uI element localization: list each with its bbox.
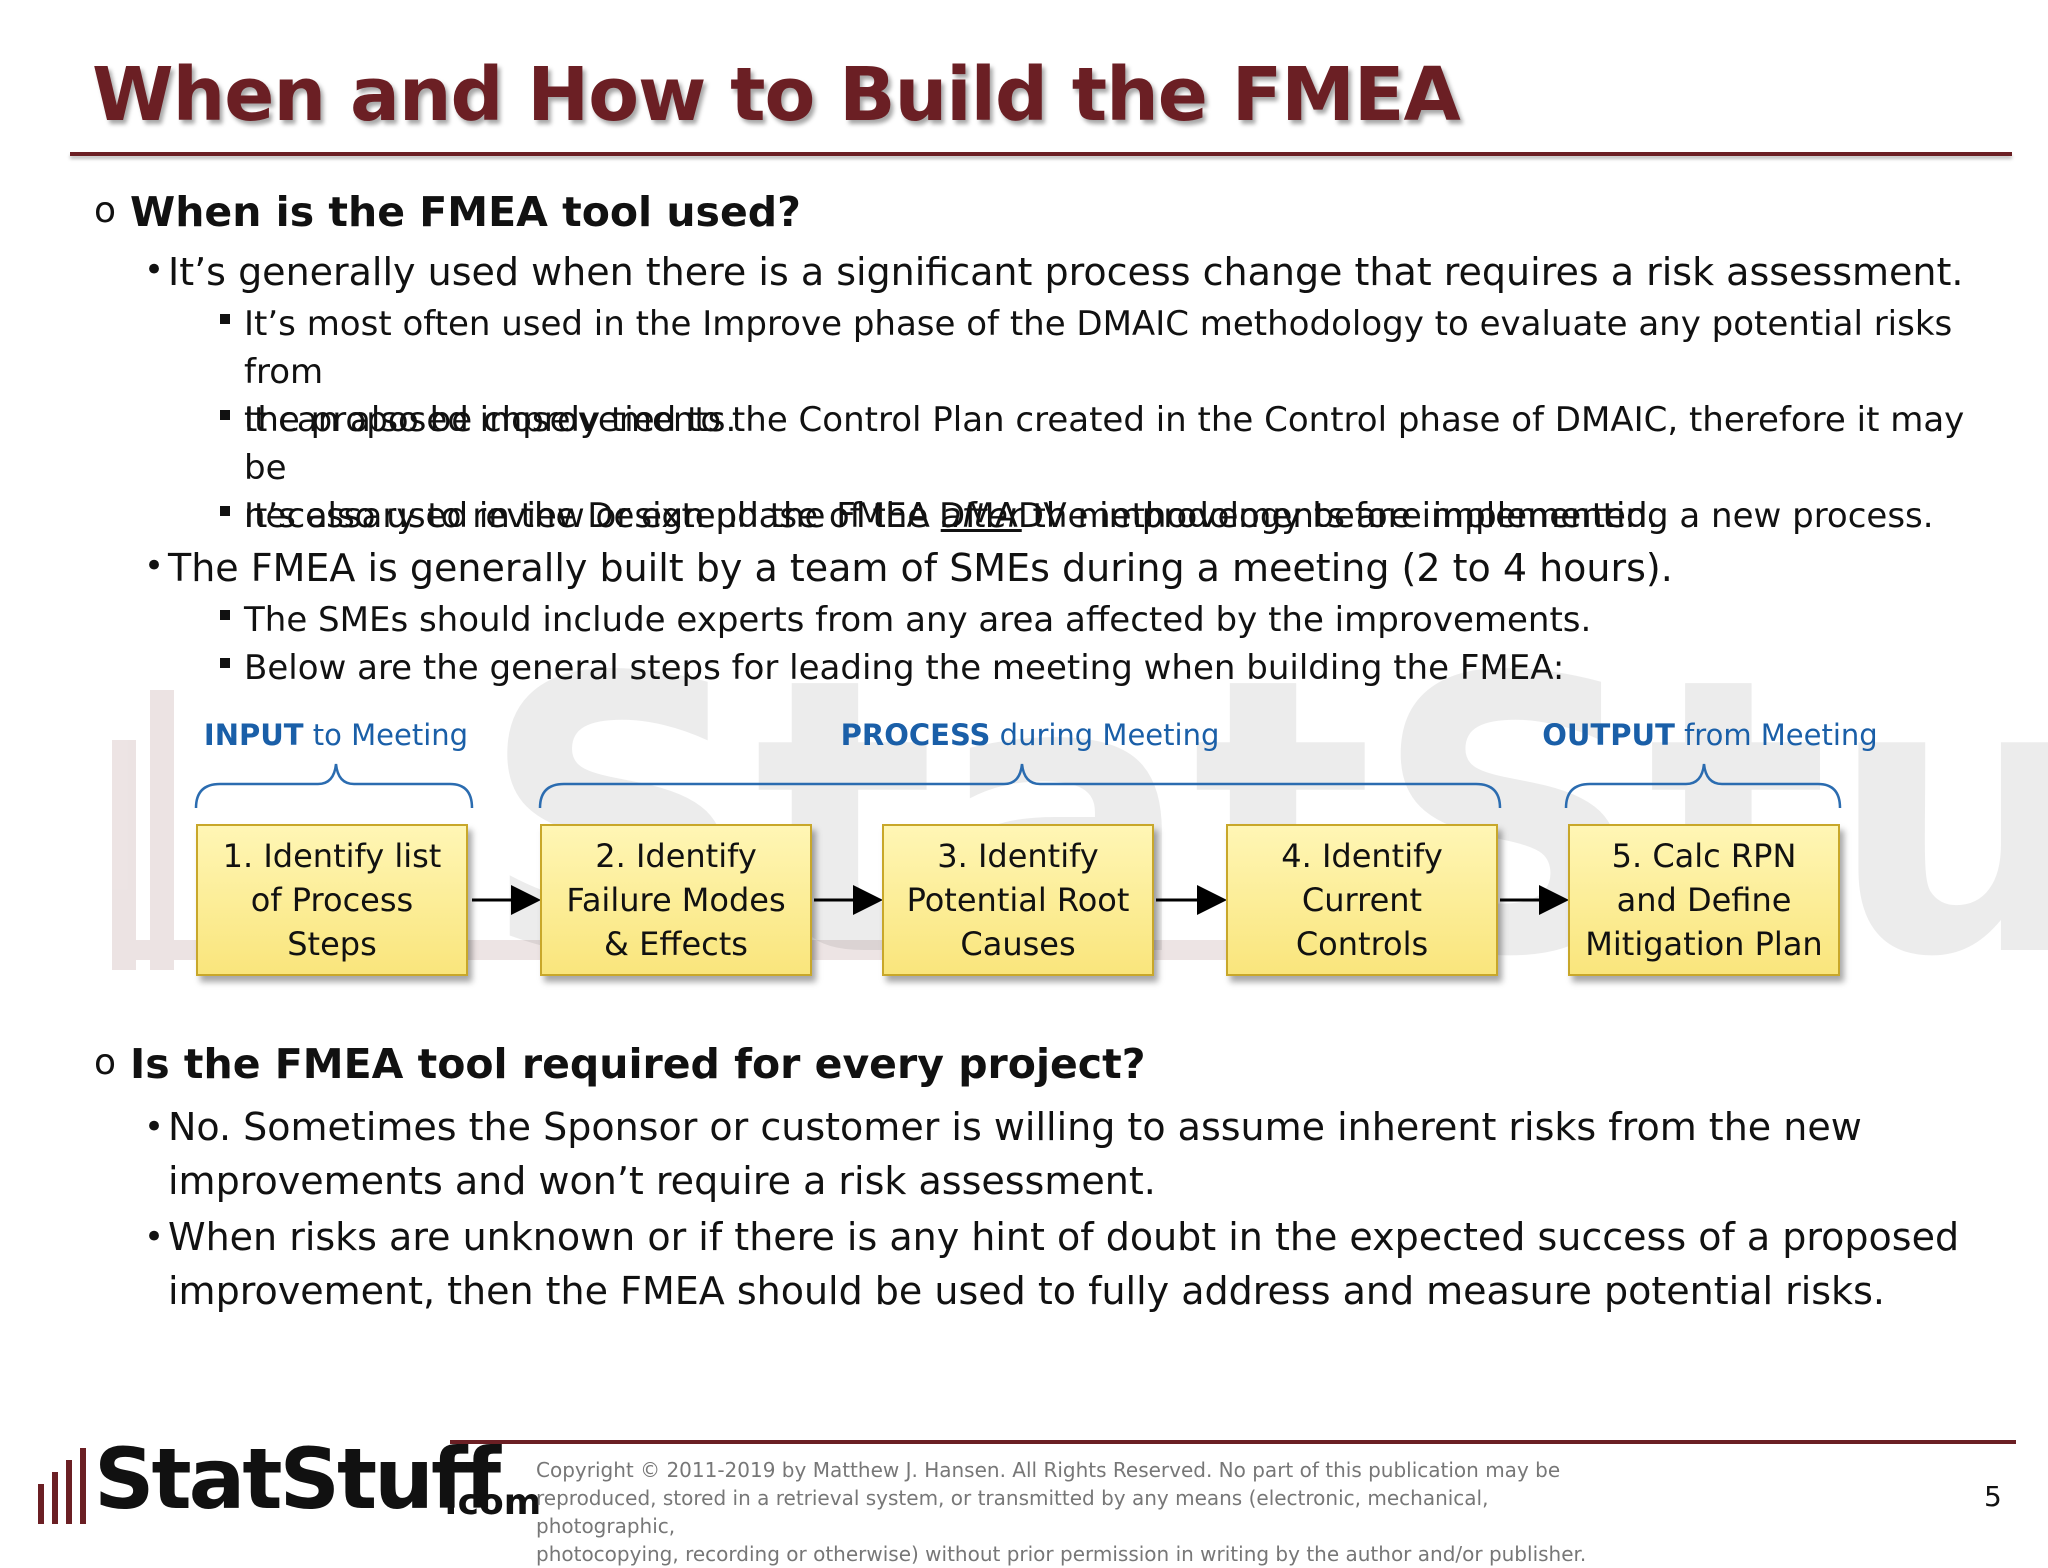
bullet-dot-icon: • bbox=[144, 1217, 165, 1257]
bullet-text: It’s generally used when there is a sign… bbox=[168, 250, 1964, 294]
bullet-dot-icon: • bbox=[144, 546, 165, 586]
hollow-bullet-icon: o bbox=[94, 1042, 117, 1083]
list-item: • No. Sometimes the Sponsor or customer … bbox=[144, 1100, 1862, 1208]
step-line: Mitigation Plan bbox=[1585, 925, 1823, 963]
square-bullet-icon bbox=[220, 658, 230, 668]
list-item: • The FMEA is generally built by a team … bbox=[144, 546, 1673, 590]
title-divider bbox=[70, 152, 2012, 156]
step-line: 1. Identify list bbox=[222, 837, 442, 875]
step-line: 5. Calc RPN bbox=[1611, 837, 1797, 875]
phase-label-rest: during Meeting bbox=[990, 718, 1220, 752]
step-line: and Define bbox=[1616, 881, 1792, 919]
brace-input bbox=[194, 763, 474, 809]
phase-label-strong: PROCESS bbox=[840, 718, 991, 752]
step-line: Failure Modes bbox=[566, 881, 786, 919]
section2-heading: o Is the FMEA tool required for every pr… bbox=[94, 1040, 1146, 1088]
phase-label-process: PROCESS during Meeting bbox=[800, 718, 1260, 752]
step-line: Current bbox=[1301, 881, 1423, 919]
square-bullet-icon bbox=[220, 314, 230, 324]
bullet-text: improvements and won’t require a risk as… bbox=[168, 1159, 1156, 1203]
copyright-notice: Copyright © 2011-2019 by Matthew J. Hans… bbox=[536, 1456, 1616, 1568]
step-box-5: 5. Calc RPN and Define Mitigation Plan bbox=[1568, 824, 1840, 976]
phase-label-strong: OUTPUT bbox=[1542, 718, 1675, 752]
step-box-2: 2. Identify Failure Modes & Effects bbox=[540, 824, 812, 976]
step-line: Causes bbox=[960, 925, 1076, 963]
phase-label-input: INPUT to Meeting bbox=[196, 718, 476, 752]
bullet-text: The SMEs should include experts from any… bbox=[244, 600, 1592, 640]
square-bullet-icon bbox=[220, 410, 230, 420]
step-box-4: 4. Identify Current Controls bbox=[1226, 824, 1498, 976]
hollow-bullet-icon: o bbox=[94, 190, 117, 231]
list-item: Below are the general steps for leading … bbox=[220, 644, 2004, 692]
bullet-text: No. Sometimes the Sponsor or customer is… bbox=[168, 1105, 1862, 1149]
step-line: 4. Identify bbox=[1281, 837, 1443, 875]
bullet-text: It’s most often used in the Improve phas… bbox=[244, 304, 1953, 392]
logo-suffix: .com bbox=[444, 1482, 542, 1523]
phase-label-strong: INPUT bbox=[203, 718, 304, 752]
step-line: of Process bbox=[250, 881, 414, 919]
bullet-text: improvement, then the FMEA should be use… bbox=[168, 1269, 1885, 1313]
text-segment: the improvements are implemented. bbox=[1021, 496, 1659, 536]
page-number: 5 bbox=[1984, 1480, 2002, 1513]
logo-wordmark: StatStuff bbox=[94, 1430, 501, 1528]
step-line: 3. Identify bbox=[937, 837, 1099, 875]
list-item: • It’s generally used when there is a si… bbox=[144, 250, 1964, 294]
step-line: Potential Root bbox=[906, 881, 1130, 919]
bullet-text-line: necessary to review or extend the FMEA a… bbox=[244, 492, 2004, 540]
phase-label-rest: to Meeting bbox=[303, 718, 469, 752]
bullet-text: Below are the general steps for leading … bbox=[244, 648, 1565, 688]
bullet-text: When risks are unknown or if there is an… bbox=[168, 1215, 1960, 1259]
footer-divider bbox=[450, 1440, 2016, 1444]
diagram-connectors bbox=[194, 763, 1842, 915]
brace-process bbox=[538, 763, 1502, 809]
step-box-3: 3. Identify Potential Root Causes bbox=[882, 824, 1154, 976]
bullet-text: It can also be closely tied to the Contr… bbox=[244, 400, 1965, 488]
step-line: Steps bbox=[287, 925, 377, 963]
list-item: It can also be closely tied to the Contr… bbox=[220, 396, 2004, 540]
brace-output bbox=[1564, 763, 1842, 809]
list-item: The SMEs should include experts from any… bbox=[220, 596, 2004, 644]
copyright-line: Copyright © 2011-2019 by Matthew J. Hans… bbox=[536, 1458, 1561, 1482]
phase-label-output: OUTPUT from Meeting bbox=[1530, 718, 1890, 752]
list-item: It’s also used in the Design phase of th… bbox=[220, 492, 2004, 540]
bullet-text: It’s also used in the Design phase of th… bbox=[244, 496, 1934, 536]
text-segment: necessary to review or extend the FMEA bbox=[244, 496, 941, 536]
list-item: • When risks are unknown or if there is … bbox=[144, 1210, 1960, 1318]
bullet-text: the proposed improvements. bbox=[244, 400, 737, 440]
phase-label-rest: from Meeting bbox=[1674, 718, 1878, 752]
copyright-line: photocopying, recording or otherwise) wi… bbox=[536, 1542, 1587, 1566]
section1-heading-text: When is the FMEA tool used? bbox=[130, 188, 801, 236]
square-bullet-icon bbox=[220, 506, 230, 516]
bullet-dot-icon: • bbox=[144, 1107, 165, 1147]
logo-bars-icon bbox=[38, 1448, 86, 1524]
step-line: 2. Identify bbox=[595, 837, 757, 875]
page-title: When and How to Build the FMEA bbox=[92, 52, 1461, 138]
section1-heading: o When is the FMEA tool used? bbox=[94, 188, 801, 236]
list-item: It’s most often used in the Improve phas… bbox=[220, 300, 2004, 444]
copyright-line: reproduced, stored in a retrieval system… bbox=[536, 1486, 1489, 1538]
step-line: & Effects bbox=[604, 925, 748, 963]
bullet-text: The FMEA is generally built by a team of… bbox=[168, 546, 1673, 590]
section2-heading-text: Is the FMEA tool required for every proj… bbox=[130, 1040, 1146, 1088]
square-bullet-icon bbox=[220, 610, 230, 620]
emphasis-after: after bbox=[940, 496, 1022, 536]
bullet-dot-icon: • bbox=[144, 250, 165, 290]
step-box-1: 1. Identify list of Process Steps bbox=[196, 824, 468, 976]
step-line: Controls bbox=[1295, 925, 1429, 963]
